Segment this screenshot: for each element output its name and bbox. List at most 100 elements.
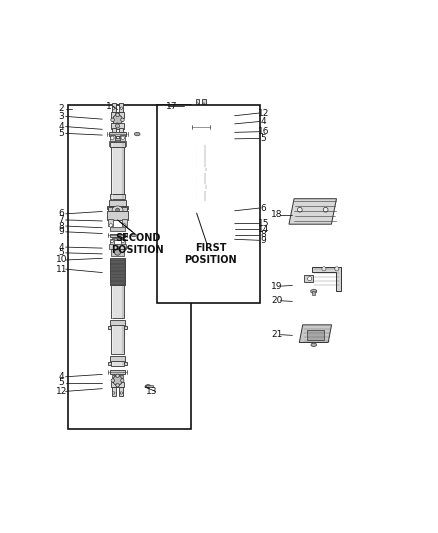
Bar xyxy=(110,132,126,136)
Circle shape xyxy=(120,392,123,394)
Text: 12: 12 xyxy=(258,109,269,117)
Circle shape xyxy=(116,374,119,377)
Text: 7: 7 xyxy=(59,215,64,224)
Polygon shape xyxy=(131,233,136,237)
Bar xyxy=(110,239,114,245)
Text: 5: 5 xyxy=(261,134,266,143)
Circle shape xyxy=(116,123,119,126)
Bar xyxy=(111,361,124,366)
Bar xyxy=(119,387,124,397)
Bar xyxy=(191,207,210,213)
Circle shape xyxy=(199,116,202,120)
Circle shape xyxy=(122,240,124,243)
Bar xyxy=(193,230,208,233)
Circle shape xyxy=(203,103,205,105)
Circle shape xyxy=(116,112,120,117)
Bar xyxy=(112,238,123,240)
Bar xyxy=(202,120,206,128)
Bar xyxy=(110,135,115,142)
Circle shape xyxy=(197,103,198,105)
Bar xyxy=(193,225,209,229)
Text: 13: 13 xyxy=(146,387,157,396)
Polygon shape xyxy=(311,343,316,346)
Circle shape xyxy=(194,134,197,137)
Text: 21: 21 xyxy=(272,330,283,339)
Bar xyxy=(68,104,191,429)
Text: 8: 8 xyxy=(261,230,266,239)
Polygon shape xyxy=(145,384,151,388)
Circle shape xyxy=(111,379,114,382)
Circle shape xyxy=(197,124,198,126)
Bar xyxy=(122,219,127,227)
Bar xyxy=(121,239,125,245)
Bar xyxy=(111,123,124,128)
Circle shape xyxy=(116,124,120,128)
Bar xyxy=(119,103,124,112)
Ellipse shape xyxy=(112,206,123,214)
Circle shape xyxy=(199,108,202,111)
Bar xyxy=(195,116,206,120)
Circle shape xyxy=(109,224,113,227)
Bar xyxy=(112,103,116,112)
Bar xyxy=(108,326,127,329)
Bar xyxy=(112,387,116,397)
Circle shape xyxy=(114,249,120,255)
Bar xyxy=(195,107,206,112)
Bar xyxy=(108,219,113,227)
Bar xyxy=(110,228,125,231)
Circle shape xyxy=(116,384,119,387)
Bar xyxy=(110,233,125,237)
Bar xyxy=(110,141,126,146)
Bar xyxy=(194,133,198,140)
Bar xyxy=(194,233,208,236)
Circle shape xyxy=(322,267,326,271)
Ellipse shape xyxy=(196,206,206,214)
Bar xyxy=(195,130,206,132)
Text: 3: 3 xyxy=(59,112,64,121)
Text: 6: 6 xyxy=(261,204,266,213)
Bar xyxy=(111,382,124,387)
Text: 4: 4 xyxy=(261,117,266,126)
Bar xyxy=(110,195,125,199)
Circle shape xyxy=(197,218,204,225)
Bar xyxy=(196,133,205,135)
Text: 6: 6 xyxy=(59,209,64,219)
Text: 9: 9 xyxy=(59,228,64,236)
Circle shape xyxy=(199,107,202,110)
Polygon shape xyxy=(217,125,222,128)
Bar xyxy=(112,375,123,377)
Bar xyxy=(312,290,315,295)
Bar xyxy=(112,128,116,138)
Bar xyxy=(146,385,153,387)
Bar xyxy=(110,257,125,286)
Bar xyxy=(196,120,199,128)
Circle shape xyxy=(121,118,124,122)
Bar xyxy=(109,200,127,206)
Bar xyxy=(107,212,128,220)
Circle shape xyxy=(297,207,302,212)
Text: 5: 5 xyxy=(59,378,64,387)
Bar xyxy=(307,330,324,341)
Circle shape xyxy=(196,109,205,117)
Circle shape xyxy=(111,240,113,243)
Bar xyxy=(304,274,313,282)
Bar xyxy=(196,99,199,108)
Bar xyxy=(111,286,124,318)
Bar xyxy=(111,112,124,117)
Circle shape xyxy=(123,224,126,227)
Bar xyxy=(191,219,210,224)
Bar xyxy=(203,133,208,140)
Bar xyxy=(107,206,128,209)
Circle shape xyxy=(195,111,198,115)
Bar xyxy=(109,245,127,249)
Circle shape xyxy=(113,115,123,125)
Circle shape xyxy=(204,111,207,115)
Text: 5: 5 xyxy=(59,248,64,257)
Text: 4: 4 xyxy=(59,372,64,381)
Bar xyxy=(195,190,206,201)
Text: SECOND
POSITION: SECOND POSITION xyxy=(112,233,164,254)
Text: 19: 19 xyxy=(271,281,283,290)
Polygon shape xyxy=(299,325,332,343)
Circle shape xyxy=(113,107,115,109)
Text: 9: 9 xyxy=(261,236,266,245)
